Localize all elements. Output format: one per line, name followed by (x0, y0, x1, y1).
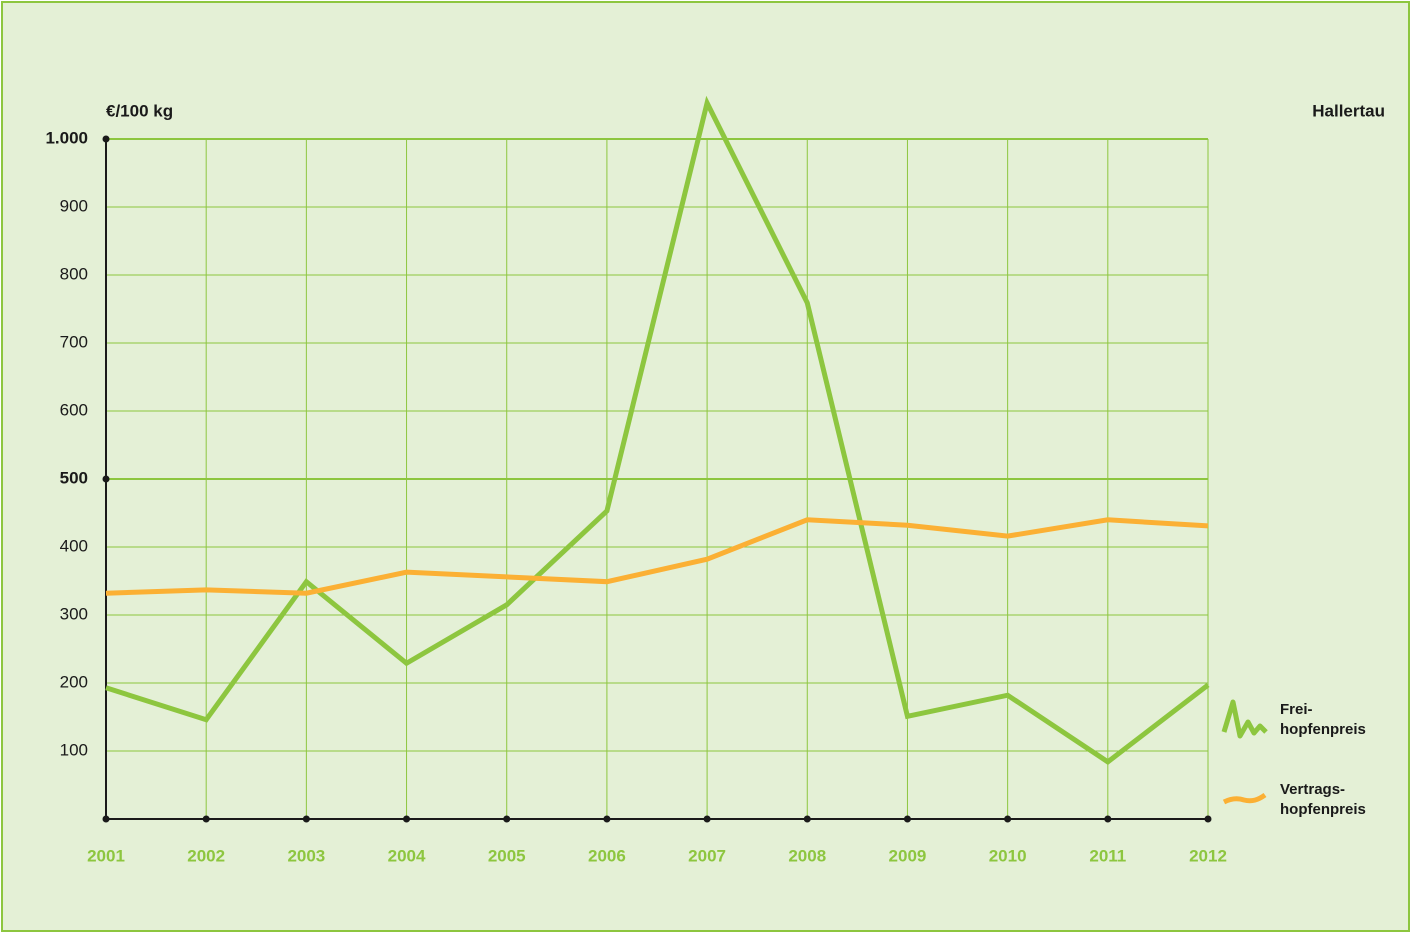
x-tick-label: 2001 (87, 846, 125, 865)
legend-label: Vertrags- hopfenpreis (1280, 781, 1366, 818)
x-tick-dot (1204, 815, 1212, 823)
x-tick-label: 2012 (1189, 846, 1227, 865)
legend-label: Frei- hopfenpreis (1280, 701, 1366, 738)
x-tick-dot (803, 815, 811, 823)
y-tick-label: 500 (60, 468, 88, 487)
y-tick-label: 900 (60, 196, 88, 215)
legend-icon (1222, 792, 1267, 805)
x-tick-dot (302, 815, 310, 823)
x-tick-label: 2011 (1089, 846, 1126, 865)
y-tick-label: 800 (60, 264, 88, 283)
x-tick-label: 2003 (287, 846, 325, 865)
y-tick-label: 700 (60, 332, 88, 351)
x-tick-label: 2006 (588, 846, 626, 865)
x-tick-dot (403, 815, 411, 823)
x-tick-dot (903, 815, 911, 823)
x-tick-dot (503, 815, 511, 823)
y-tick-label: 600 (60, 400, 88, 419)
x-tick-label: 2005 (488, 846, 526, 865)
x-tick-label: 2007 (688, 846, 726, 865)
x-tick-label: 2010 (989, 846, 1027, 865)
y-tick-label: 200 (60, 672, 88, 691)
x-tick-label: 2008 (788, 846, 826, 865)
y-tick-label: 300 (60, 604, 88, 623)
x-tick-dot (1004, 815, 1012, 823)
y-tick-label: 100 (60, 740, 88, 759)
x-tick-label: 2004 (388, 846, 426, 865)
legend-icon (1221, 699, 1268, 739)
y-axis-label: €/100 kg (106, 101, 173, 120)
x-tick-dot (1104, 815, 1112, 823)
x-tick-label: 2009 (889, 846, 927, 865)
x-tick-dot (703, 815, 711, 823)
annotation: Hallertau (1312, 101, 1385, 120)
x-tick-dot (102, 815, 110, 823)
y-tick-label: 1.000 (45, 128, 88, 147)
y-tick-label: 400 (60, 536, 88, 555)
x-tick-label: 2002 (187, 846, 225, 865)
x-tick-dot (202, 815, 210, 823)
x-tick-dot (603, 815, 611, 823)
series-line (105, 95, 1210, 765)
series-line (105, 517, 1209, 596)
